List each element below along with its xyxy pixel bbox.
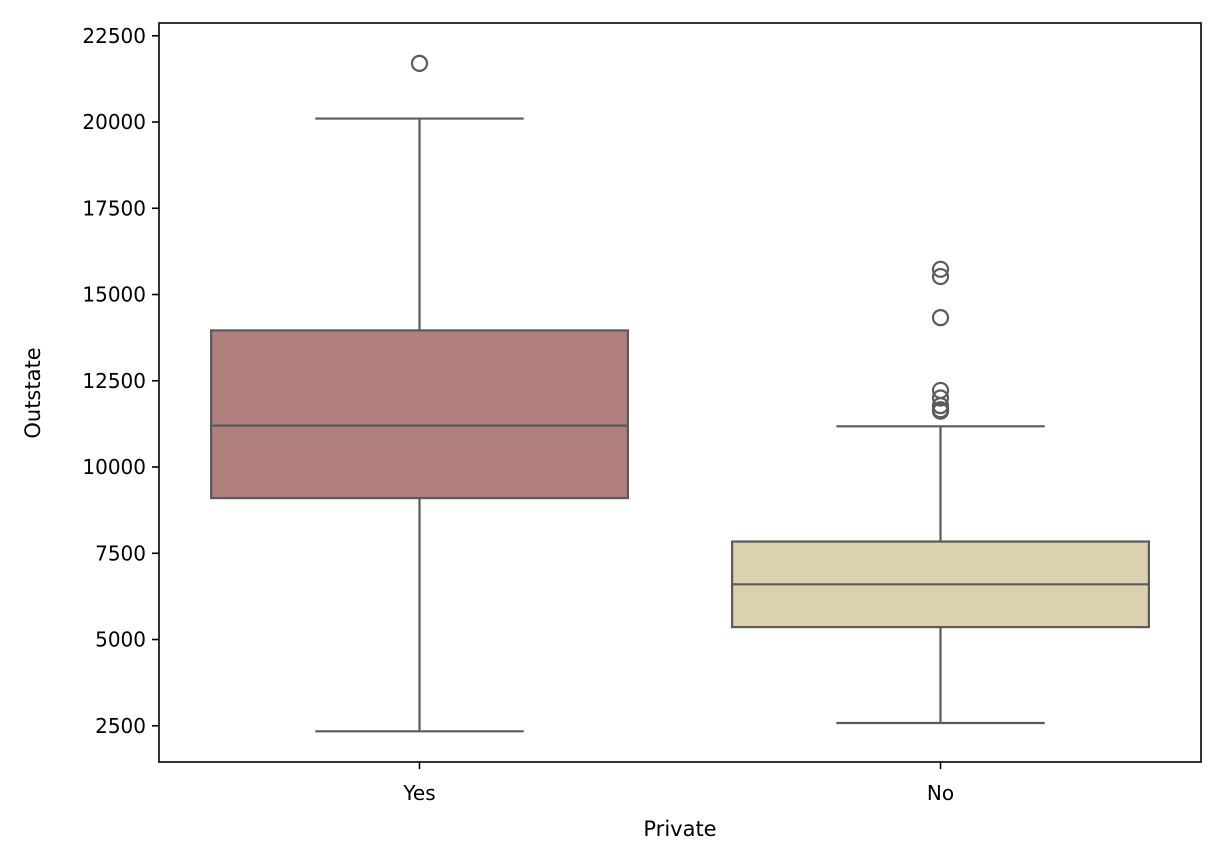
outlier-point: [931, 389, 950, 407]
y-tick-label: 22500: [82, 24, 146, 48]
iqr-box: [210, 329, 629, 500]
x-tick-label: No: [927, 781, 954, 805]
y-tick-label: 17500: [82, 196, 146, 220]
y-axis-label: Outstate: [21, 347, 45, 438]
outlier-point: [931, 402, 950, 420]
y-tick-label: 12500: [82, 369, 146, 393]
x-tick-label: Yes: [402, 781, 435, 805]
box-group-no: [730, 260, 1150, 725]
y-tick-label: 7500: [95, 541, 146, 565]
outlier-point: [931, 260, 950, 278]
axes-layer: 2500 5000 7500 10000 12500 15000 17500 20000 225…: [82, 22, 1202, 805]
box-layer: [210, 54, 1150, 733]
plot-frame: [158, 22, 1202, 763]
outlier-point: [931, 309, 950, 327]
y-tick-label: 15000: [82, 283, 146, 307]
x-axis-label: Private: [643, 817, 716, 841]
y-tick-label: 5000: [95, 628, 146, 652]
y-tick-label: 20000: [82, 110, 146, 134]
outlier-point: [410, 54, 429, 72]
box-group-yes: [210, 54, 629, 733]
outlier-point: [931, 267, 950, 286]
y-tick-label: 2500: [95, 714, 146, 738]
y-tick-label: 10000: [82, 455, 146, 479]
